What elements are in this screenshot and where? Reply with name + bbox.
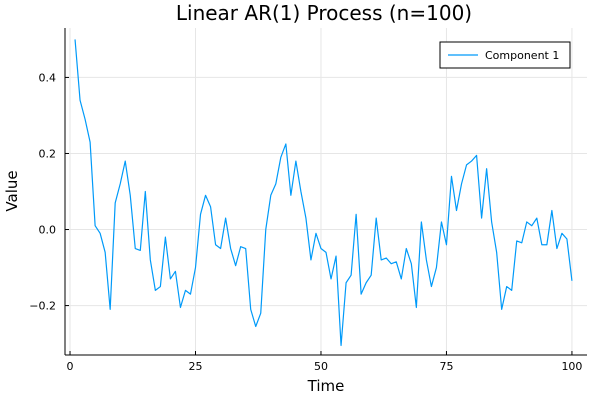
y-tick-label: −0.2 [29,300,56,313]
chart-title: Linear AR(1) Process (n=100) [176,1,472,25]
y-tick-label: 0.2 [39,147,57,160]
x-tick-label: 0 [67,360,74,373]
x-tick-label: 75 [439,360,453,373]
x-tick-label: 100 [561,360,582,373]
y-axis-label: Value [3,170,21,211]
x-axis-label: Time [307,377,345,395]
y-tick-label: 0.0 [39,224,57,237]
legend-label: Component 1 [485,49,559,62]
y-tick-label: 0.4 [39,71,57,84]
x-tick-label: 25 [189,360,203,373]
grid [65,28,587,355]
legend: Component 1 [439,41,571,69]
axes: 0 25 50 75 100 −0.2 0.0 0.2 0.4 [29,28,587,373]
x-tick-label: 50 [314,360,328,373]
series-layer [74,39,573,347]
series-line-component-1 [74,39,573,347]
